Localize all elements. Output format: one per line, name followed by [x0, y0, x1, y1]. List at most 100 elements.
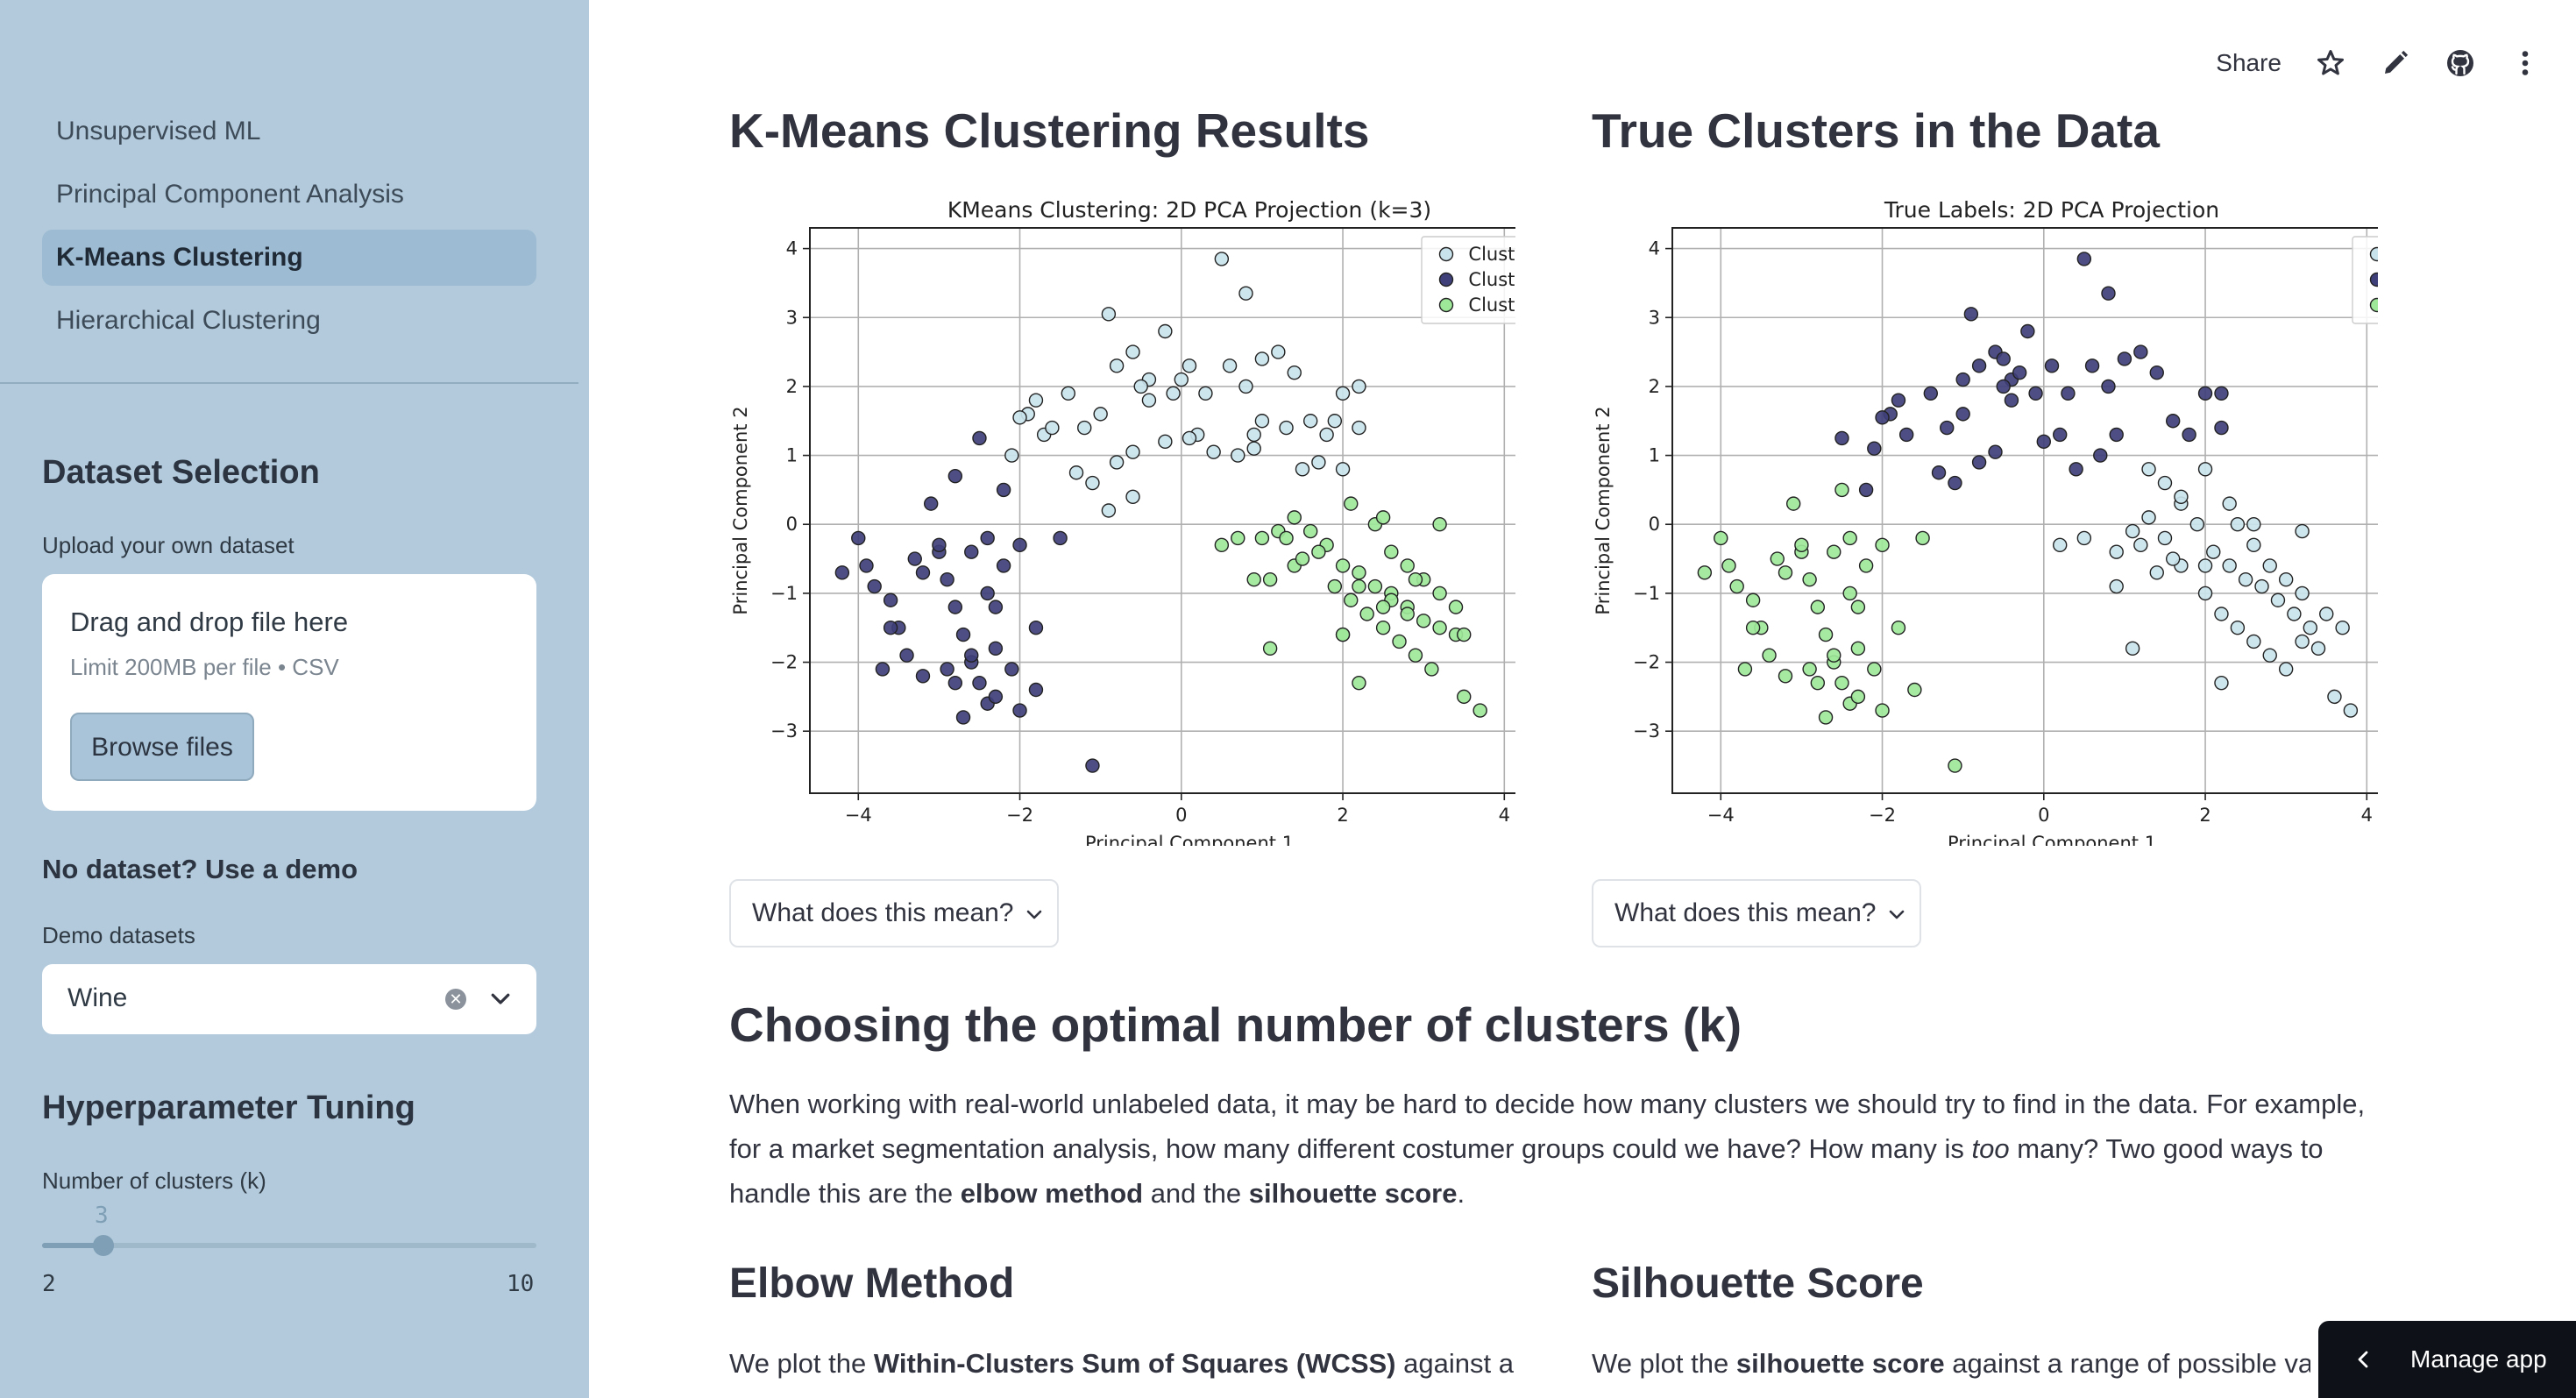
data-point [988, 689, 1004, 705]
data-point [988, 600, 1004, 614]
demo-dataset-select[interactable]: Wine ✕ [42, 964, 536, 1034]
data-point [1335, 462, 1351, 477]
data-point [2310, 641, 2326, 656]
chevron-left-icon [2358, 1351, 2368, 1368]
chevron-down-icon[interactable] [487, 985, 514, 1011]
data-point [2109, 544, 2124, 559]
legend-marker [1438, 246, 1454, 262]
nav-item-hierarchical[interactable]: Hierarchical Clustering [56, 306, 321, 335]
data-point [2101, 379, 2116, 394]
data-point [2174, 489, 2189, 504]
data-point [1875, 410, 1890, 425]
data-point [1359, 607, 1374, 621]
y-tick-label: 1 [1649, 445, 1660, 466]
data-point [1400, 558, 1415, 573]
data-point [1827, 648, 1842, 663]
data-point [964, 544, 979, 559]
data-point [1101, 307, 1117, 322]
scatter-svg: −4 −2 0 2 4 −3 −2 −1 0 1 2 3 4 True Labels: 2D PCA Pr… [1593, 197, 2432, 854]
true-labels-scatter-plot: −4 −2 0 2 4 −3 −2 −1 0 1 2 3 4 True Labels: 2D PCA Pr… [1592, 193, 2432, 854]
x-tick-label: −2 [1006, 805, 1033, 826]
data-point [1141, 393, 1157, 408]
share-button[interactable]: Share [2216, 49, 2281, 76]
data-point [2044, 358, 2060, 373]
data-point [1802, 662, 1817, 677]
data-point [1279, 420, 1294, 436]
data-point [2238, 571, 2253, 587]
data-point [1923, 386, 1939, 401]
data-point [1158, 434, 1173, 450]
data-point [1302, 414, 1318, 429]
data-point [1182, 358, 1197, 373]
data-point [1335, 558, 1351, 573]
data-point [1214, 252, 1230, 266]
true-labels-explanation-expander[interactable]: What does this mean? [1592, 879, 1921, 947]
data-point [1262, 571, 1278, 587]
data-point [1125, 444, 1140, 459]
manage-app-button[interactable]: Manage app [2318, 1321, 2576, 1398]
kmeans-explanation-expander[interactable]: What does this mean? [729, 879, 1059, 947]
data-point [915, 565, 931, 580]
y-tick-label: −3 [1633, 720, 1660, 742]
data-point [1955, 372, 1970, 387]
more-options-icon[interactable] [2509, 47, 2541, 79]
slider-fill [42, 1243, 103, 1248]
clear-icon[interactable]: ✕ [445, 989, 466, 1010]
data-point [1891, 393, 1906, 408]
browse-files-button[interactable]: Browse files [70, 713, 254, 781]
data-point [1891, 621, 1906, 635]
legend-marker [1438, 297, 1454, 313]
silhouette-score-text: We plot the silhouette score against a r… [1592, 1348, 2310, 1379]
github-icon[interactable] [2445, 47, 2476, 79]
x-axis-label: Principal Component 1 [1085, 833, 1294, 846]
data-point [1745, 593, 1761, 607]
data-point [1931, 465, 1947, 480]
choosing-k-paragraph: When working with real-world unlabeled d… [729, 1089, 2366, 1209]
data-point [2303, 621, 2318, 635]
slider-track[interactable] [42, 1243, 536, 1248]
y-axis-label: Principal Component 2 [1593, 406, 1614, 614]
data-point [1457, 689, 1472, 705]
data-point [1246, 441, 1261, 456]
data-point [1432, 517, 1447, 532]
data-point [1012, 703, 1027, 718]
data-point [1867, 441, 1882, 456]
uploader-title: Drag and drop file here [70, 607, 349, 637]
data-point [2053, 427, 2068, 443]
data-point [2319, 607, 2334, 621]
expander-label: What does this mean? [752, 898, 1014, 927]
data-point [1408, 648, 1423, 663]
edit-icon[interactable] [2380, 47, 2411, 79]
nav-item-pca[interactable]: Principal Component Analysis [56, 180, 404, 209]
x-tick-label: −2 [1869, 805, 1896, 826]
data-point [972, 430, 987, 446]
nav-item-kmeans[interactable]: K-Means Clustering [42, 230, 536, 286]
data-point [996, 558, 1011, 573]
x-tick-label: 4 [1499, 805, 1510, 826]
data-point [883, 621, 898, 635]
y-tick-label: 1 [786, 445, 798, 466]
file-uploader-dropzone[interactable]: Drag and drop file here Limit 200MB per … [42, 574, 536, 811]
slider-thumb[interactable] [93, 1235, 114, 1256]
data-point [2117, 351, 2132, 366]
data-point [988, 641, 1004, 656]
nav-item-unsupervised-ml[interactable]: Unsupervised ML [56, 117, 261, 145]
data-point [1858, 558, 1874, 573]
star-icon[interactable] [2315, 47, 2346, 79]
data-point [1125, 489, 1140, 504]
data-point [1238, 286, 1253, 301]
dataset-selection-heading: Dataset Selection [42, 454, 320, 491]
data-point [932, 537, 947, 553]
data-point [1714, 530, 1728, 546]
y-tick-label: 2 [786, 376, 798, 397]
legend-label: Cluster 2 [1468, 295, 1515, 316]
y-axis-label: Principal Component 2 [730, 406, 751, 614]
data-point [947, 675, 963, 691]
data-point [2141, 510, 2156, 525]
data-point [1093, 407, 1108, 422]
data-point [2189, 517, 2205, 532]
x-tick-label: 2 [2199, 805, 2211, 826]
slider-value: 3 [95, 1203, 109, 1229]
data-point [1254, 414, 1270, 429]
data-point [940, 662, 954, 677]
